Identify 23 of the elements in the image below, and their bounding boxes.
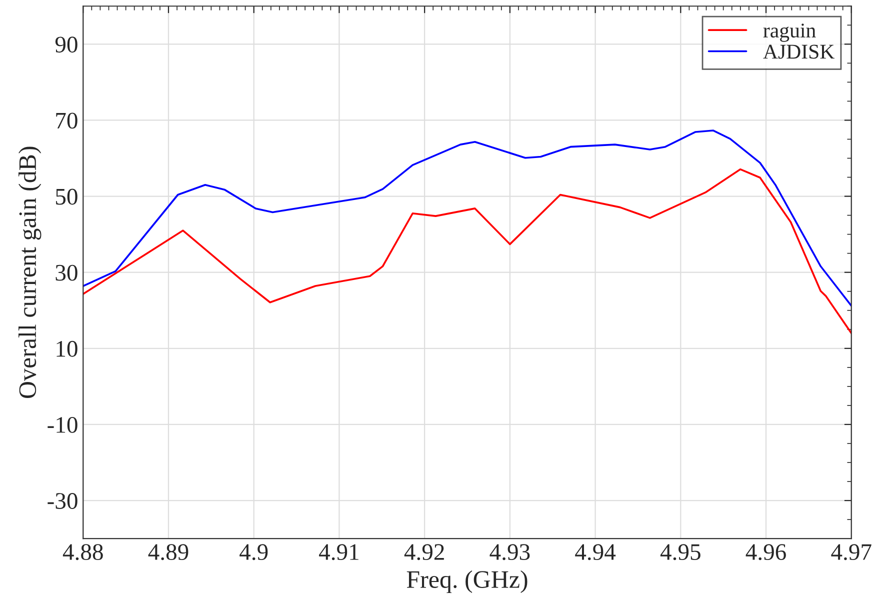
x-tick-label: 4.97: [831, 544, 872, 560]
x-axis-title: Freq. (GHz): [406, 570, 528, 594]
x-tick-label: 4.88: [62, 544, 103, 560]
x-tick-label: 4.93: [490, 544, 530, 560]
x-tick-label: 4.94: [575, 544, 616, 560]
y-tick-label: 70: [56, 112, 78, 129]
y-tick-label: 30: [56, 264, 78, 281]
line-series: [83, 130, 852, 307]
x-tick-label: 4.89: [148, 544, 188, 560]
y-tick-label: -30: [48, 493, 78, 509]
x-tick-label: 4.95: [660, 544, 700, 560]
x-tick-label: 4.96: [746, 544, 786, 560]
y-tick-label: 50: [56, 188, 78, 205]
line-series: [83, 168, 852, 334]
y-axis-title: Overall current gain (dB): [18, 146, 42, 398]
y-tick-label: -10: [48, 416, 78, 433]
y-tick-label: 90: [55, 36, 78, 53]
x-tick-label: 4.9: [240, 544, 268, 560]
legend-label: AJDISK: [763, 44, 834, 59]
y-tick-label: 10: [56, 340, 78, 357]
x-tick-label: 4.91: [319, 544, 358, 560]
x-tick-label: 4.92: [404, 544, 444, 560]
legend-label: raguin: [763, 24, 816, 42]
